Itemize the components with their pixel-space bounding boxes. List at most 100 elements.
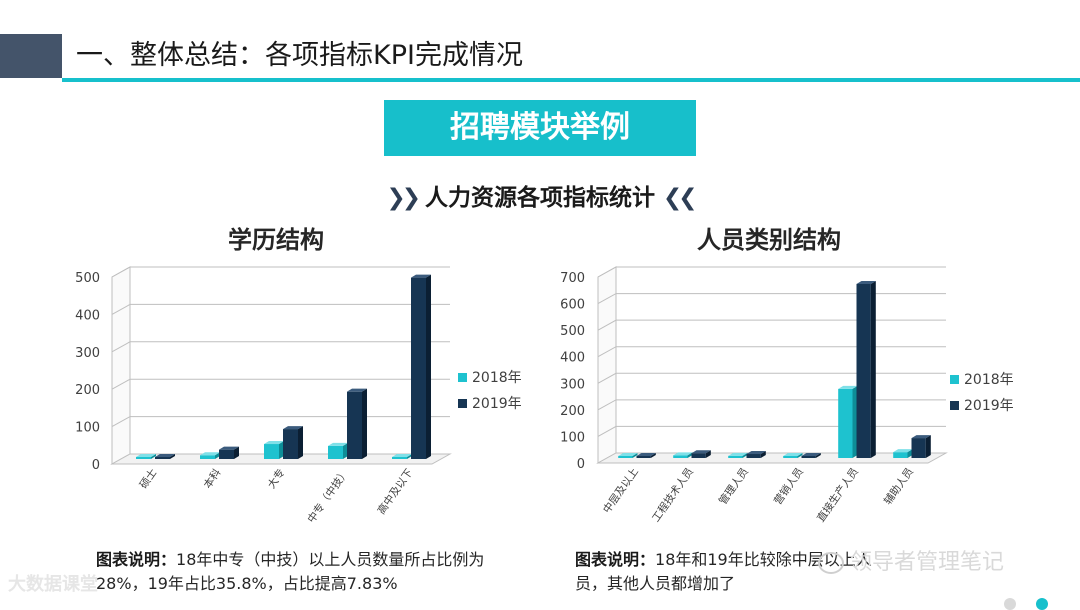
chart-1-bar-side-0-3 (797, 453, 803, 458)
chart-0-bar-front-0-3 (328, 445, 343, 459)
chart-1-bar-top-0-2 (728, 452, 748, 456)
chart-1-bar-top-0-4 (838, 385, 858, 389)
chevron-left-icon: ❮❮ (663, 185, 697, 211)
chart-0-ytick-label: 400 (75, 308, 100, 323)
chart-1-ytick-label: 200 (560, 404, 585, 419)
chart-1-bar-front-1-3 (801, 456, 816, 458)
right-note-text: 18年和19年比较除中层以上人员，其他人员都增加了 (575, 550, 872, 593)
chart-1-ytick-label: 0 (577, 457, 585, 472)
chart-1-ytick-label: 600 (560, 298, 585, 313)
chart-0-legend-swatch-1 (458, 399, 467, 408)
chart-0-category-label: 高中及以下 (375, 466, 416, 516)
chart-1-ytick-label: 100 (560, 430, 585, 445)
chart-0-bar-top-0-3 (328, 442, 348, 446)
chart-0-bar-0-4 (392, 454, 412, 459)
chart-1-bar-0-5 (893, 449, 913, 458)
chart-1-bar-front-0-0 (618, 456, 633, 458)
chart-1-bar-side-0-4 (852, 385, 858, 458)
chart-1-bar-side-1-4 (870, 280, 876, 458)
chart-0-ytick-label: 0 (92, 458, 100, 473)
watermark-right-text: 领导者管理笔记 (850, 550, 1005, 575)
chart-0-category-label: 本科 (201, 466, 224, 491)
chart-0-gridline (111, 416, 450, 428)
chart-0-bar-top-1-3 (347, 388, 367, 392)
chart-1-category-label: 工程技术人员 (649, 465, 696, 524)
header-accent-block (0, 34, 62, 78)
chart-0-bar-front-0-2 (264, 444, 279, 459)
chart-0-bar-side-0-4 (407, 454, 412, 459)
chart-1-ytick-label: 700 (560, 271, 585, 286)
chart-1-bar-front-0-1 (673, 455, 688, 458)
chart-1-bar-front-1-5 (911, 438, 926, 458)
chart-1-bar-1-3 (801, 453, 821, 458)
chart-1-gridline (597, 399, 946, 411)
right-note-label: 图表说明： (575, 550, 656, 569)
chart-0-bar-side-0-3 (343, 442, 348, 459)
chart-1-bar-1-5 (911, 435, 931, 458)
chart-0-bar-side-0-0 (151, 454, 156, 459)
chart-0-bar-front-1-3 (347, 391, 362, 459)
chart-0-bar-1-2 (283, 426, 303, 459)
chart-1-bar-front-0-4 (838, 388, 853, 458)
chart-0-legend-swatch-0 (458, 373, 467, 382)
chart-1-bar-top-0-1 (673, 452, 693, 456)
chart-1-bar-front-0-5 (893, 452, 908, 458)
chart-0-bar-front-0-0 (136, 457, 151, 459)
chart-0-bar-top-1-2 (283, 426, 303, 430)
chart-1-gridline (597, 266, 946, 278)
chart-1-bar-top-0-5 (893, 449, 913, 453)
chart-0-category-label: 大专 (265, 466, 288, 491)
chart-0-bar-side-1-4 (426, 274, 431, 459)
chart-0-gridline (111, 341, 450, 353)
chart-0-gridline (111, 266, 450, 278)
chart-0-bar-1-0 (155, 454, 175, 459)
nav-dot-2 (1036, 598, 1048, 610)
page-title: 一、整体总结：各项指标KPI完成情况 (76, 40, 523, 71)
chart-0-bar-side-0-2 (279, 441, 284, 459)
chart-1-gridline (597, 319, 946, 331)
chart-1-bar-top-1-2 (746, 451, 766, 455)
chart-0-bar-side-0-1 (215, 452, 220, 459)
chart-1-bar-side-0-5 (907, 449, 913, 458)
chart-1-bar-side-1-1 (705, 450, 711, 458)
chart-1-bar-front-0-2 (728, 455, 743, 458)
chart-0-bar-1-3 (347, 388, 367, 459)
chart-0-bar-side-1-0 (170, 454, 175, 459)
chart-1-bar-front-1-0 (636, 456, 651, 458)
chart-0-bar-top-1-1 (219, 446, 239, 450)
chart-1-bar-top-1-1 (691, 450, 711, 454)
chart-0-bar-0-3 (328, 442, 348, 459)
chart-1-gridline (597, 293, 946, 305)
left-note-label: 图表说明： (96, 550, 177, 569)
chart-1-bar-side-1-0 (650, 453, 656, 458)
chart-1-legend-swatch-1 (950, 401, 959, 410)
left-note-text: 18年中专（中技）以上人员数量所占比例为28%，19年占比35.8%，占比提高7… (96, 550, 485, 593)
chart-0-bar-1-1 (219, 446, 239, 459)
chart-0-gridline (111, 303, 450, 315)
chart-1-bar-1-1 (691, 450, 711, 458)
chart-1-bar-1-2 (746, 451, 766, 458)
chart-1-bar-front-1-1 (691, 453, 706, 458)
chart-0-bar-0-0 (136, 454, 156, 459)
chart-0-bar-top-0-4 (392, 454, 412, 457)
chart-1-gridline (597, 425, 946, 437)
chart-0-bar-front-0-1 (200, 455, 215, 459)
chart-0-ytick-label: 500 (75, 271, 100, 286)
header-divider (62, 78, 1080, 82)
chart-1-bar-1-0 (636, 453, 656, 458)
chart-0-ytick-label: 300 (75, 346, 100, 361)
watermark-right: 领导者管理笔记 (818, 544, 1004, 576)
chart-1-bar-side-0-0 (632, 453, 638, 458)
chart-0-bar-front-1-1 (219, 449, 234, 459)
chart-0-bar-front-1-2 (283, 429, 298, 459)
chart-1-bar-front-1-4 (856, 283, 871, 458)
subtitle-text: 人力资源各项指标统计 (425, 185, 655, 211)
chart-0-bar-front-1-0 (155, 457, 170, 459)
chart-1-bar-top-0-3 (783, 453, 803, 456)
chart-1-bar-top-1-4 (856, 280, 876, 284)
chart-0-bar-top-1-0 (155, 454, 175, 457)
chart-1-side-wall (597, 266, 617, 464)
chart-1-bar-top-1-3 (801, 453, 821, 456)
chart-1-category-label: 中层及以上 (600, 465, 641, 515)
